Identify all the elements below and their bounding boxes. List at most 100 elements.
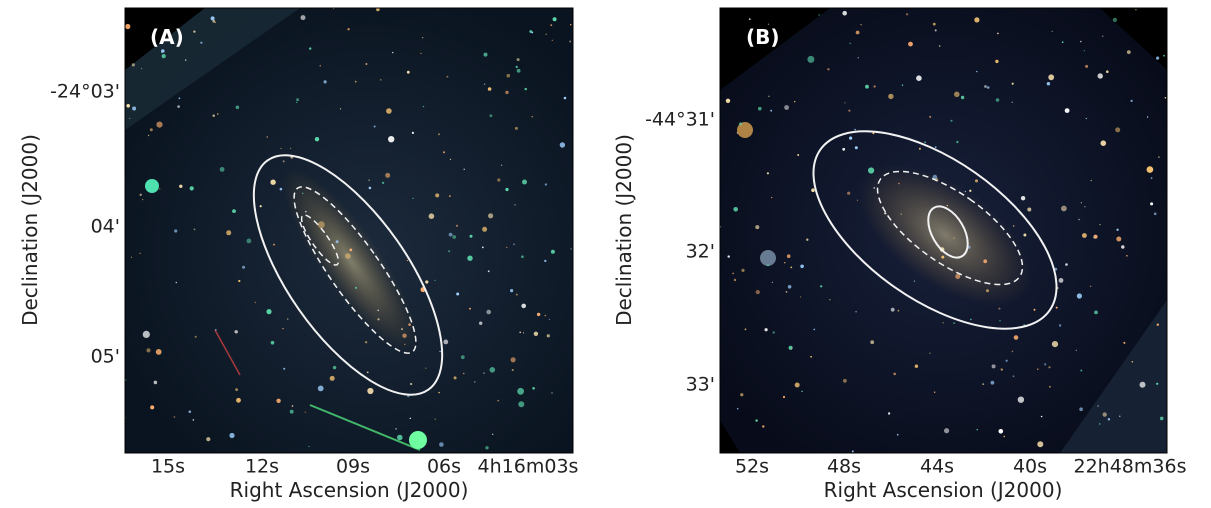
star xyxy=(212,114,215,117)
star xyxy=(373,125,376,128)
star xyxy=(545,33,547,35)
y-tick-label: 33' xyxy=(686,374,715,396)
star xyxy=(156,121,163,128)
star xyxy=(428,213,435,219)
star xyxy=(1094,310,1098,315)
star xyxy=(1080,40,1082,43)
star xyxy=(1116,228,1119,231)
star xyxy=(1164,97,1167,99)
star xyxy=(1005,359,1008,362)
star xyxy=(420,52,422,55)
star xyxy=(463,372,465,375)
star xyxy=(492,433,494,435)
star xyxy=(469,234,473,238)
star xyxy=(787,285,792,289)
star xyxy=(422,37,424,39)
star xyxy=(950,119,953,122)
star xyxy=(521,255,524,258)
star xyxy=(349,248,353,252)
star xyxy=(236,397,241,403)
star xyxy=(505,90,509,95)
star xyxy=(771,196,773,199)
star xyxy=(1089,285,1092,287)
star xyxy=(185,59,187,61)
star xyxy=(953,237,955,239)
star xyxy=(995,59,999,64)
star xyxy=(309,47,312,50)
star xyxy=(551,39,553,41)
star xyxy=(366,371,369,374)
star xyxy=(942,322,944,324)
star xyxy=(382,181,385,184)
star xyxy=(956,140,959,144)
star xyxy=(232,209,236,214)
star xyxy=(448,232,453,237)
star xyxy=(214,21,217,24)
star xyxy=(893,372,896,376)
star xyxy=(1156,382,1159,385)
star xyxy=(296,98,300,102)
star xyxy=(147,134,150,137)
star xyxy=(1146,166,1154,173)
star xyxy=(434,279,436,281)
star xyxy=(984,85,987,88)
star xyxy=(291,405,294,407)
star xyxy=(857,57,859,59)
star xyxy=(782,395,786,399)
star xyxy=(929,115,932,118)
y-tick-label: 32' xyxy=(686,241,715,263)
star xyxy=(446,75,449,78)
star xyxy=(270,340,275,345)
star xyxy=(990,380,995,385)
y-tick-label: 04' xyxy=(91,216,120,238)
star xyxy=(546,334,550,338)
star xyxy=(890,307,895,312)
y-axis-label: Declination (J2000) xyxy=(18,134,42,326)
star xyxy=(364,341,368,344)
star xyxy=(1106,70,1109,73)
star xyxy=(175,281,178,284)
star xyxy=(235,105,240,110)
star xyxy=(460,355,465,360)
star xyxy=(854,128,856,131)
star xyxy=(1065,263,1068,266)
star xyxy=(1048,74,1055,81)
star xyxy=(784,262,786,264)
star xyxy=(827,68,830,71)
star xyxy=(1075,349,1077,351)
star xyxy=(1012,225,1015,227)
star xyxy=(254,301,257,304)
star xyxy=(986,86,990,89)
star xyxy=(872,132,875,135)
star xyxy=(552,17,557,22)
star xyxy=(924,141,927,144)
image-a xyxy=(125,8,573,453)
star xyxy=(246,238,252,244)
star xyxy=(439,350,441,353)
star xyxy=(518,401,525,408)
star xyxy=(929,352,931,354)
x-tick-label: 06s xyxy=(427,456,461,478)
star xyxy=(1123,341,1126,344)
star xyxy=(970,318,972,321)
star xyxy=(449,195,451,197)
star xyxy=(855,30,860,35)
star xyxy=(790,347,793,350)
star xyxy=(953,322,955,324)
star xyxy=(443,339,449,345)
star xyxy=(229,432,235,439)
star xyxy=(569,40,572,43)
star xyxy=(376,8,380,12)
star xyxy=(511,369,514,371)
star xyxy=(941,255,945,259)
x-tick-label: 4h16m03s xyxy=(478,456,579,478)
star xyxy=(161,54,166,59)
star xyxy=(934,391,936,393)
star xyxy=(513,243,515,246)
star xyxy=(873,187,875,189)
star xyxy=(1119,415,1121,417)
star xyxy=(1055,306,1058,309)
star xyxy=(401,328,403,331)
star xyxy=(536,312,541,317)
